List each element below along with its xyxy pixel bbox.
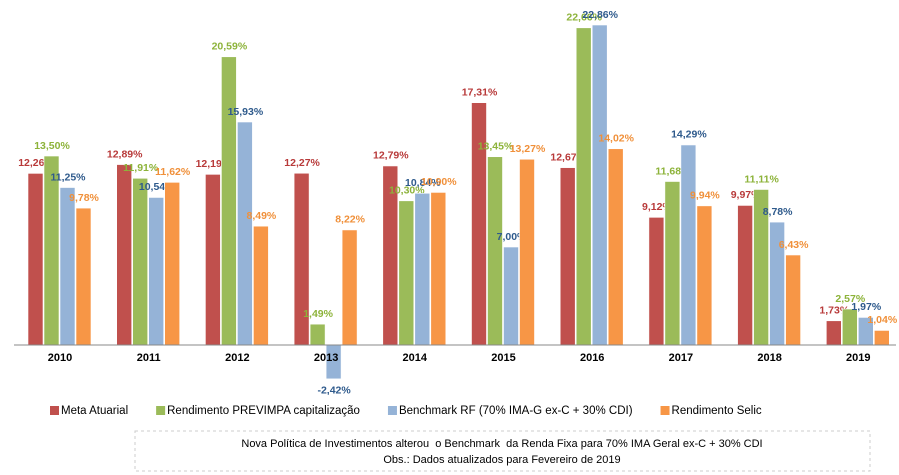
legend-label: Rendimento PREVIMPA capitalização xyxy=(167,405,360,417)
data-label: 14,29% xyxy=(671,129,707,141)
note-line: Obs.: Dados atualizados para Fevereiro d… xyxy=(383,454,620,466)
data-label: 11,11% xyxy=(744,173,779,185)
data-label: 13,50% xyxy=(34,140,70,152)
data-label: 11,91% xyxy=(123,162,159,174)
x-tick-label: 2018 xyxy=(757,352,781,364)
bar xyxy=(873,330,890,346)
bar xyxy=(430,192,447,346)
bar xyxy=(132,177,148,346)
data-label: -2,42% xyxy=(317,385,351,397)
data-label: 8,22% xyxy=(335,214,365,226)
data-label: 1,04% xyxy=(867,314,897,326)
data-label: 12,27% xyxy=(284,157,320,169)
legend-marker xyxy=(50,406,59,415)
data-label: 2,57% xyxy=(835,293,865,305)
data-label: 9,78% xyxy=(69,192,99,204)
data-label: 1,49% xyxy=(303,308,333,320)
bar xyxy=(309,323,326,346)
data-label: 1,97% xyxy=(851,301,881,313)
bar xyxy=(205,174,221,346)
bar xyxy=(785,254,801,346)
bar xyxy=(148,197,164,346)
x-tick-label: 2010 xyxy=(48,352,72,364)
data-label: 9,94% xyxy=(690,190,720,202)
bar xyxy=(664,181,681,346)
data-label: 13,45% xyxy=(478,141,514,153)
bar xyxy=(27,173,44,346)
data-label: 6,43% xyxy=(779,239,809,251)
bar xyxy=(221,56,237,346)
bar xyxy=(75,207,92,346)
x-tick-label: 2011 xyxy=(137,352,161,364)
legend-marker xyxy=(660,406,670,415)
bar xyxy=(575,27,592,346)
bar xyxy=(43,155,60,346)
legend-label: Meta Atuarial xyxy=(61,405,128,417)
note-box xyxy=(134,430,871,472)
bar xyxy=(398,200,415,346)
bar xyxy=(607,148,624,346)
bar xyxy=(737,205,753,346)
bar xyxy=(341,229,358,346)
bar xyxy=(237,121,253,346)
legend-label: Rendimento Selic xyxy=(672,405,762,417)
data-label: 13,27% xyxy=(510,143,546,155)
data-label: 10,90% xyxy=(421,176,457,188)
bar xyxy=(471,102,487,346)
legend-marker xyxy=(156,406,166,415)
x-tick-label: 2019 xyxy=(846,352,870,364)
x-tick-label: 2015 xyxy=(491,352,515,364)
bar xyxy=(503,246,519,346)
bar xyxy=(59,187,76,346)
data-label: 10,84% xyxy=(405,177,441,189)
data-label: 8,49% xyxy=(247,210,277,222)
bar xyxy=(825,320,842,346)
data-label: 17,31% xyxy=(462,86,498,98)
data-label: 11,25% xyxy=(50,171,86,183)
bar xyxy=(591,24,608,346)
data-label: 22,86% xyxy=(582,9,618,21)
data-label: 8,78% xyxy=(763,206,793,218)
x-tick-label: 2017 xyxy=(669,352,693,364)
bar xyxy=(559,167,576,346)
data-label: 20,59% xyxy=(212,41,248,53)
bar xyxy=(648,217,665,346)
legend-marker xyxy=(387,406,397,415)
bar xyxy=(487,156,503,346)
bar xyxy=(253,225,269,346)
bar xyxy=(164,182,180,346)
bar xyxy=(696,205,713,346)
x-tick-label: 2014 xyxy=(403,352,428,364)
data-label: 12,89% xyxy=(107,148,143,160)
bar xyxy=(841,308,858,346)
data-label: 11,62% xyxy=(155,166,191,178)
note-line: Nova Política de Investimentos alterou o… xyxy=(241,438,762,450)
bar xyxy=(116,164,132,346)
x-tick-label: 2013 xyxy=(314,352,338,364)
bar xyxy=(414,192,431,346)
bar xyxy=(680,144,697,346)
x-tick-label: 2012 xyxy=(225,352,249,364)
data-label: 14,02% xyxy=(598,133,634,145)
data-label: 15,93% xyxy=(228,106,264,118)
bar xyxy=(519,158,535,346)
legend-label: Benchmark RF (70% IMA-G ex-C + 30% CDI) xyxy=(399,405,633,417)
data-label: 22,66% xyxy=(566,12,602,24)
x-tick-label: 2016 xyxy=(580,352,604,364)
data-label: 12,79% xyxy=(373,150,409,162)
